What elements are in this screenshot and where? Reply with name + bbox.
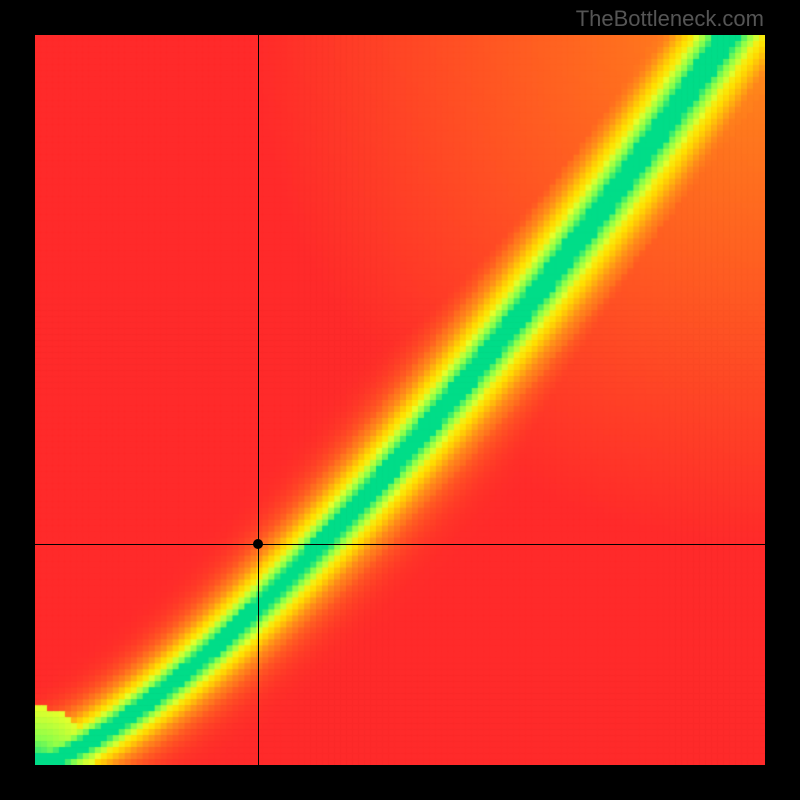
heatmap-plot — [35, 35, 765, 765]
heatmap-canvas — [35, 35, 765, 765]
data-point-marker — [253, 539, 263, 549]
watermark: TheBottleneck.com — [576, 6, 764, 32]
crosshair-vertical — [258, 35, 259, 765]
crosshair-horizontal — [35, 544, 765, 545]
